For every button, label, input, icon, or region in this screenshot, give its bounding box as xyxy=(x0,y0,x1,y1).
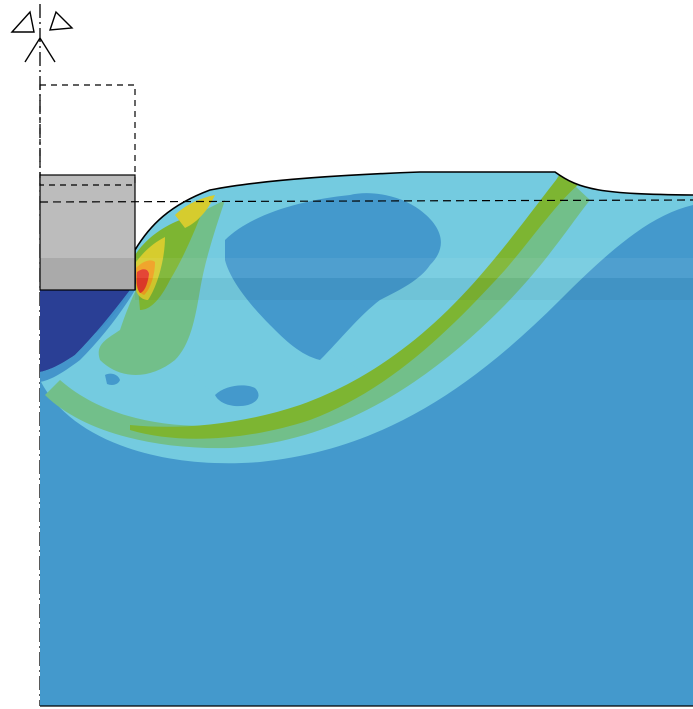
contour-field xyxy=(40,171,693,707)
punch-outline xyxy=(39,174,136,291)
blue-island-large xyxy=(225,193,441,360)
dark-blue-dead-zone xyxy=(40,290,130,372)
punch xyxy=(39,174,136,291)
red-hotspot xyxy=(136,269,149,293)
mid-blue-dead-zone-edge xyxy=(40,290,135,382)
blue-island-tiny xyxy=(105,373,120,385)
initial-punch-outline xyxy=(39,84,136,186)
pale-green-band xyxy=(45,172,590,449)
shade-band-lower xyxy=(135,278,693,300)
punch-upper xyxy=(40,175,135,260)
symmetry-axis-symbol-icon xyxy=(10,10,74,63)
green-shear-band xyxy=(130,175,578,439)
shade-band-upper xyxy=(135,258,693,278)
blue-island-small xyxy=(215,385,259,407)
specimen-outline xyxy=(134,171,693,290)
initial-surface-line xyxy=(39,199,693,203)
punch-lower xyxy=(40,258,135,290)
yellow-surface-zone xyxy=(175,195,215,228)
